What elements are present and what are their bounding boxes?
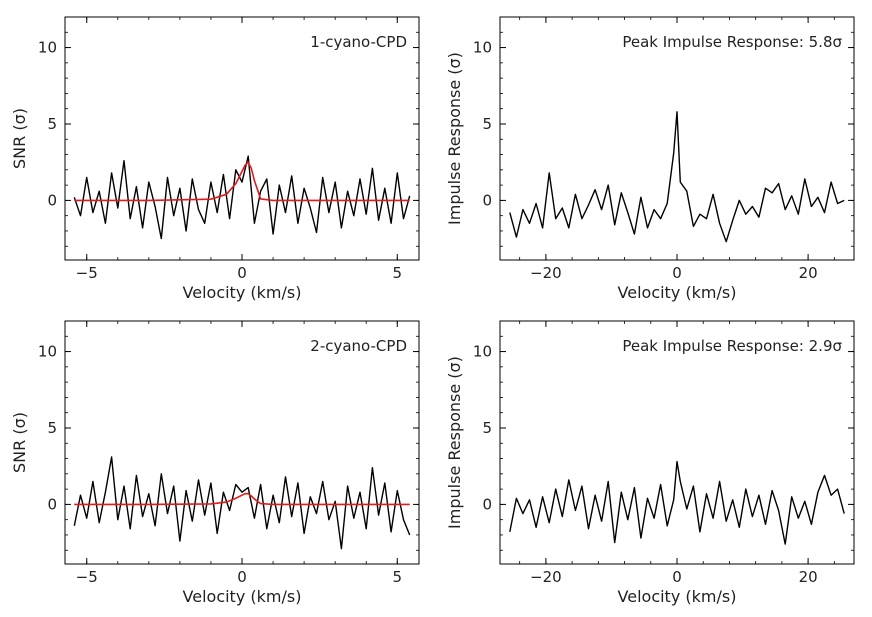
data-series-line [509,460,845,545]
y-tick-label: 5 [47,419,57,437]
y-tick-label: 5 [482,419,492,437]
y-tick-label: 10 [473,39,492,57]
x-axis-label: Velocity (km/s) [618,283,737,302]
x-tick-label: 0 [672,568,682,586]
x-tick-label: 20 [799,264,818,282]
x-tick-label: 20 [799,568,818,586]
x-tick-label: 0 [237,568,247,586]
y-tick-label: 0 [482,191,492,209]
x-axis-label: Velocity (km/s) [618,587,737,606]
plot-frame [499,16,855,261]
y-tick-label: 10 [38,343,57,361]
panel-annotation: 1-cyano-CPD [310,33,407,51]
x-tick-label: −5 [76,568,98,586]
panel-top-right: −20 0 20 0 5 10 Peak Impulse Response: 5.8σ Vel… [445,16,855,302]
y-tick-label: 0 [482,495,492,513]
y-axis-label: SNR (σ) [10,108,29,169]
y-axis-label: SNR (σ) [10,412,29,473]
x-tick-label: 5 [392,264,402,282]
panel-annotation: Peak Impulse Response: 5.8σ [622,33,842,51]
y-tick-label: 5 [482,115,492,133]
x-tick-label: −20 [530,568,562,586]
panel-top-left: −5 0 5 0 5 10 1-cyano-CPD Velocity (km/s) SNR (σ… [10,16,420,302]
model-fit-line [74,492,410,506]
panel-bottom-left: −5 0 5 0 5 10 2-cyano-CPD Velocity (km/s) SNR (σ… [10,320,420,606]
data-series-line [509,111,845,243]
panel-annotation: 2-cyano-CPD [310,337,407,355]
x-tick-label: 0 [672,264,682,282]
y-tick-label: 0 [47,495,57,513]
plot-frame [64,16,420,261]
x-tick-label: 0 [237,264,247,282]
y-tick-label: 5 [47,115,57,133]
panel-bottom-right: −20 0 20 0 5 10 Peak Impulse Response: 2.9σ Vel… [445,320,855,606]
x-tick-label: 5 [392,568,402,586]
panel-annotation: Peak Impulse Response: 2.9σ [622,337,842,355]
x-tick-label: −5 [76,264,98,282]
data-series-line [73,456,411,550]
y-tick-label: 0 [47,191,57,209]
y-axis-label: Impulse Response (σ) [445,52,464,225]
x-tick-label: −20 [530,264,562,282]
plot-frame [499,320,855,565]
data-series-line [73,155,411,240]
y-tick-label: 10 [473,343,492,361]
y-axis-label: Impulse Response (σ) [445,356,464,529]
model-fit-line [74,161,410,202]
plot-frame [64,320,420,565]
y-tick-label: 10 [38,39,57,57]
x-axis-label: Velocity (km/s) [183,283,302,302]
x-axis-label: Velocity (km/s) [183,587,302,606]
